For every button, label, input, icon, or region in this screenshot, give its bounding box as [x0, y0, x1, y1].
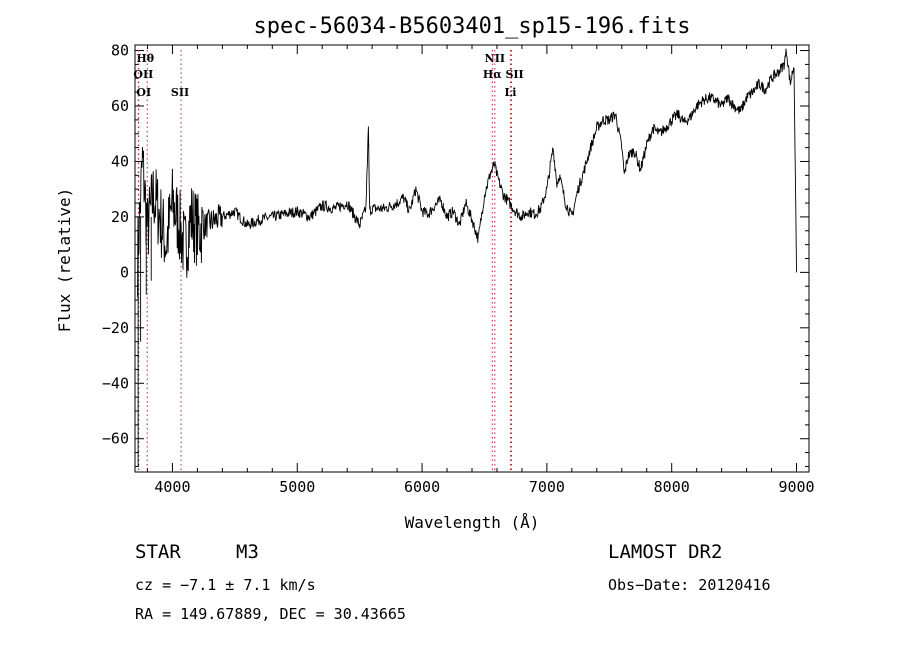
x-axis-label: Wavelength (Å)	[405, 513, 540, 532]
redshift-value: cz = −7.1 ± 7.1 km/s	[135, 576, 316, 594]
x-tick-label: 5000	[279, 478, 315, 496]
marker-label-nii: NII	[485, 52, 505, 65]
y-tick-label: −60	[102, 430, 129, 448]
plot-frame	[134, 44, 810, 473]
survey-name: LAMOST DR2	[608, 541, 723, 563]
observation-date: Obs−Date: 20120416	[608, 576, 771, 594]
axis-ticks	[135, 45, 809, 472]
marker-label-hθ: Hθ	[136, 52, 154, 65]
axis-tick-labels: 4000 5000 6000 7000 8000 9000 −60 −40 −20 0 20 40 60…	[102, 42, 815, 496]
marker-label-oii: OII	[133, 68, 153, 81]
x-tick-label: 8000	[654, 478, 690, 496]
marker-label-oi: OI	[136, 86, 151, 99]
marker-label-sii: SII	[505, 68, 523, 81]
y-tick-label: −20	[102, 319, 129, 337]
y-tick-label: −40	[102, 374, 129, 392]
spectrum-line	[137, 48, 797, 298]
x-tick-label: 4000	[154, 478, 190, 496]
y-axis-label: Flux (relative)	[55, 188, 74, 333]
x-tick-label: 9000	[778, 478, 814, 496]
series-group	[137, 48, 797, 467]
y-tick-label: 80	[111, 42, 129, 60]
plot-border	[134, 44, 810, 473]
object-type: STAR	[135, 541, 181, 563]
x-tick-label: 6000	[404, 478, 440, 496]
marker-label-hα: Hα	[483, 68, 502, 81]
coordinates: RA = 149.67889, DEC = 30.43665	[135, 605, 406, 623]
chart-title: spec-56034-B5603401_sp15-196.fits	[253, 14, 690, 39]
y-tick-label: 60	[111, 97, 129, 115]
spectral-subclass: M3	[236, 541, 259, 563]
y-tick-label: 40	[111, 152, 129, 170]
y-tick-label: 20	[111, 208, 129, 226]
marker-label-sii: SII	[171, 86, 189, 99]
marker-label-li: Li	[504, 86, 516, 99]
y-tick-label: 0	[120, 263, 129, 281]
x-tick-label: 7000	[529, 478, 565, 496]
